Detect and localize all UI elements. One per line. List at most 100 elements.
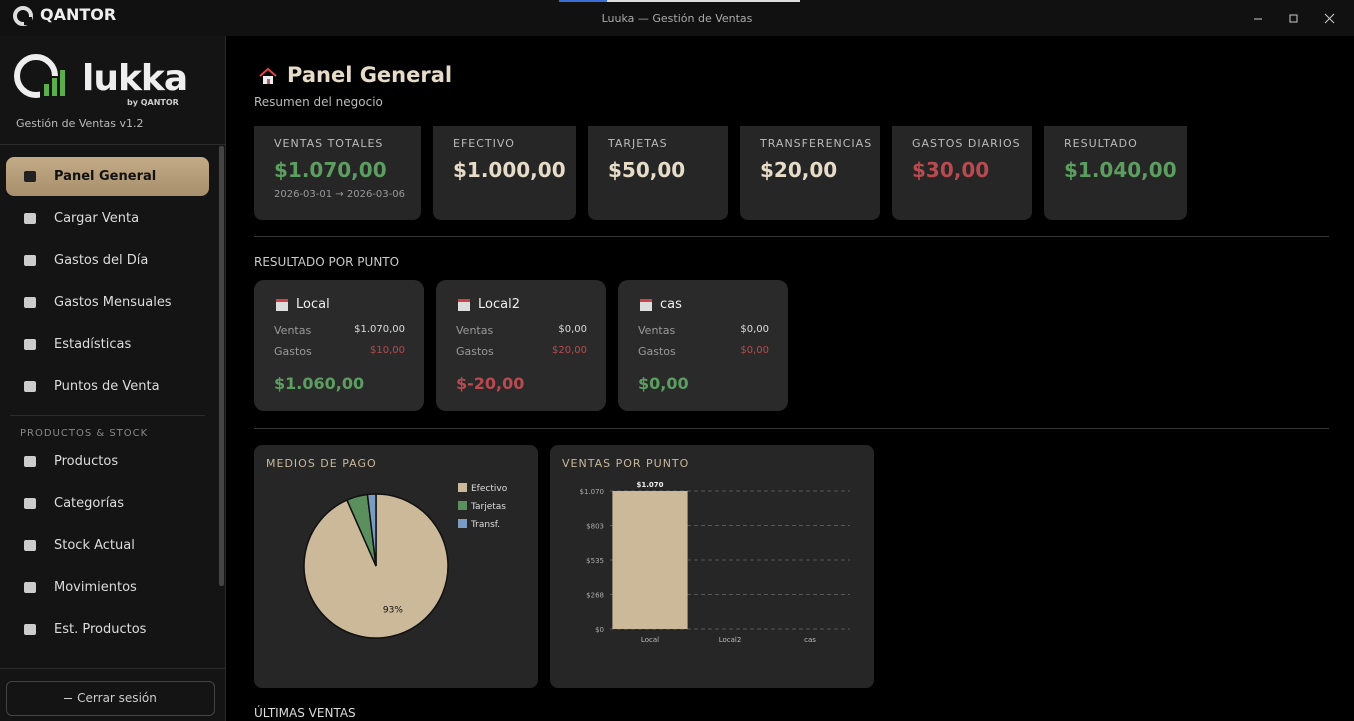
point-icon [640,299,652,311]
scrollbar[interactable] [219,146,224,586]
nav-label: Gastos del Día [54,253,149,268]
chart-card: VENTAS POR PUNTO $0 $268 $535 $803 $1.070 $1.0… [550,445,874,688]
point-name: Local2 [478,297,520,312]
y-tick-label: $0 [595,626,604,634]
nav-icon [24,255,36,266]
kpi-range: 2026-03-01 → 2026-03-06 [274,189,405,200]
nav-label: Gastos Mensuales [54,295,172,310]
nav-label: Puntos de Venta [54,379,160,394]
kpi-value: $1.040,00 [1064,158,1177,182]
x-tick-label: Local [641,636,659,644]
kpi-label: EFECTIVO [453,137,515,150]
result-value: $0,00 [638,374,689,393]
nav-item[interactable]: Puntos de Venta [6,367,209,406]
nav-item[interactable]: Gastos Mensuales [6,283,209,322]
divider [254,236,1329,237]
y-tick-label: $268 [586,592,604,600]
nav-icon [24,213,36,224]
kpi-card: RESULTADO $1.040,00 [1044,126,1187,220]
y-tick-label: $1.070 [580,488,605,496]
brand: QANTOR [40,5,117,24]
result-value: $1.060,00 [274,374,365,393]
bar [612,491,688,629]
nav-label: Cargar Venta [54,211,140,226]
logout-label: Cerrar sesión [77,691,157,705]
sales-label: Ventas [638,324,676,337]
nav-label: Estadísticas [54,337,132,352]
nav-item[interactable]: Productos [6,442,209,481]
nav-icon [24,171,36,182]
point-icon [276,299,288,311]
nav-label: Categorías [54,496,125,511]
nav-icon [24,456,36,467]
legend-label: Tarjetas [470,502,506,512]
nav-item[interactable]: Estadísticas [6,325,209,364]
nav-label: Est. Productos [54,622,147,637]
brand-icon [13,6,33,26]
nav-item[interactable]: Gastos del Día [6,241,209,280]
section-title: ÚLTIMAS VENTAS [254,706,356,720]
nav-label: Stock Actual [54,538,135,553]
divider [10,415,205,416]
accent [607,0,800,2]
point-icon [458,299,470,311]
divider [254,428,1329,429]
expenses-label: Gastos [638,345,676,358]
kpi-card: TRANSFERENCIAS $20,00 [740,126,880,220]
legend-swatch [458,483,467,492]
sales-label: Ventas [274,324,312,337]
kpi-value: $1.000,00 [453,158,566,182]
nav-icon [24,498,36,509]
divider [0,668,225,669]
kpi-card: VENTAS TOTALES $1.070,00 2026-03-01 → 2026… [254,126,421,220]
chart-title: MEDIOS DE PAGO [266,457,377,470]
nav-icon [24,381,36,392]
accent [559,0,607,2]
legend-label: Transf. [470,520,500,530]
nav-item[interactable]: Est. Productos [6,610,209,649]
nav-item[interactable]: Movimientos [6,568,209,607]
y-tick-label: $535 [586,557,604,565]
window-controls[interactable] [1248,10,1344,28]
sidebar: lukka by QANTOR Gestión de Ventas v1.2 P… [0,36,226,721]
nav-label: Movimientos [54,580,137,595]
y-tick-label: $803 [586,523,604,531]
kpi-value: $1.070,00 [274,158,387,182]
legend-label: Efectivo [471,484,508,494]
nav-item[interactable]: Stock Actual [6,526,209,565]
bar-chart: VENTAS POR PUNTO $0 $268 $535 $803 $1.070 $1.0… [562,457,850,644]
nav-item[interactable]: Panel General [6,157,209,196]
logo-by: by QANTOR [127,98,179,107]
divider [0,144,225,145]
section-title: RESULTADO POR PUNTO [254,255,400,269]
nav-icon [24,540,36,551]
pie-chart: MEDIOS DE PAGO 93% Efectivo Tarjetas Transf. [266,457,508,639]
chart-title: VENTAS POR PUNTO [562,457,689,470]
nav-item[interactable]: Cargar Venta [6,199,209,238]
point-name: Local [296,297,330,312]
expenses-value: $20,00 [552,345,587,356]
logo: lukka [82,58,188,99]
sales-label: Ventas [456,324,494,337]
expenses-value: $0,00 [740,345,769,356]
nav-item[interactable]: Categorías [6,484,209,523]
logout-button[interactable]: Cerrar sesión [6,681,215,716]
expenses-label: Gastos [274,345,312,358]
legend-swatch [458,501,467,510]
nav-label: Productos [54,454,119,469]
kpi-card: GASTOS DIARIOS $30,00 [892,126,1032,220]
point-card: cas Ventas $0,00 Gastos $0,00 $0,00 [618,280,788,411]
section-label: PRODUCTOS & STOCK [20,428,149,439]
kpi-value: $20,00 [760,158,838,182]
window-title: Luuka — Gestión de Ventas [601,12,753,25]
kpi-value: $50,00 [608,158,686,182]
version: Gestión de Ventas v1.2 [16,117,144,130]
chart-card: MEDIOS DE PAGO 93% Efectivo Tarjetas Transf. [254,445,538,688]
kpi-card: EFECTIVO $1.000,00 [433,126,576,220]
expenses-label: Gastos [456,345,494,358]
sales-value: $0,00 [740,324,769,335]
nav-icon [24,339,36,350]
point-name: cas [660,297,682,312]
pie-slice [366,493,377,567]
